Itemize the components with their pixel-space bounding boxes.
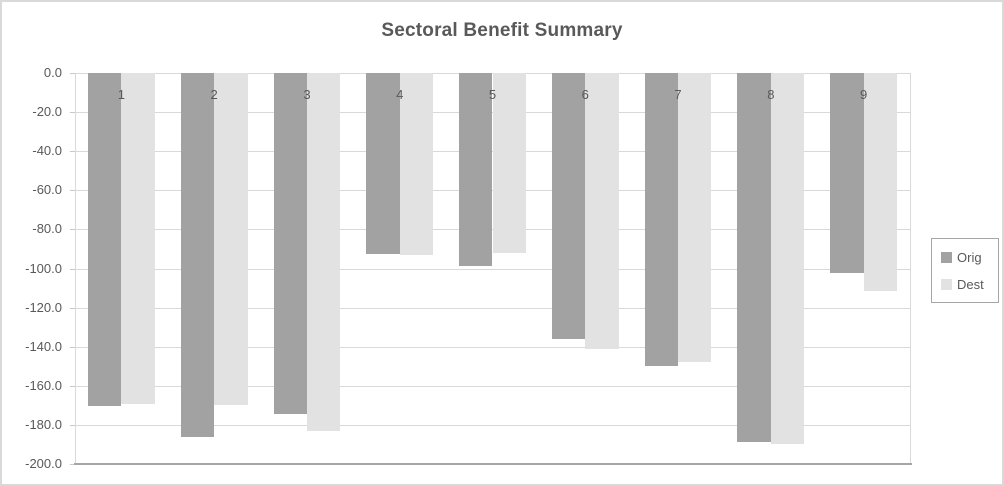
- legend-item-dest: Dest: [941, 277, 998, 292]
- x-category-label: 5: [488, 87, 497, 102]
- bar-dest-cat7: [678, 73, 712, 363]
- gridline: [75, 269, 910, 270]
- bar-dest-cat8: [770, 73, 805, 445]
- gridline: [75, 308, 910, 309]
- y-axis-tick-label: -40.0: [32, 143, 62, 158]
- plot-right-border: [910, 73, 911, 464]
- x-category-label: 7: [674, 87, 682, 102]
- bar-dest-cat2: [214, 73, 248, 406]
- y-axis-tick-label: -160.0: [25, 378, 62, 393]
- x-category-label: 3: [303, 87, 311, 102]
- legend: Orig Dest: [931, 238, 999, 303]
- y-axis-tick-label: -180.0: [25, 417, 62, 432]
- chart-title: Sectoral Benefit Summary: [381, 20, 623, 41]
- bar-dest-cat9: [863, 73, 897, 291]
- bar-orig-cat9: [830, 73, 864, 274]
- legend-label-dest: Dest: [957, 276, 984, 292]
- bar-dest-cat4: [399, 73, 434, 255]
- legend-swatch-dest: [941, 278, 952, 290]
- gridline: [75, 386, 910, 387]
- y-axis-tick-label: -200.0: [25, 456, 62, 471]
- legend-item-orig: Orig: [941, 250, 998, 265]
- bar-dest-cat3: [306, 73, 341, 431]
- y-axis-tick-label: -60.0: [32, 182, 62, 197]
- x-category-label: 6: [581, 87, 589, 102]
- bar-orig-cat3: [273, 73, 307, 415]
- plot-area: 1 2 3 4 5 6 7 8 9: [75, 73, 910, 464]
- y-axis-tick-label: -80.0: [32, 221, 62, 236]
- x-category-label: 1: [117, 87, 125, 102]
- x-axis-line: [74, 463, 912, 465]
- y-axis-tick-label: -100.0: [25, 261, 62, 276]
- legend-swatch-orig: [941, 251, 952, 263]
- y-axis-tick-label: 0.0: [43, 65, 62, 80]
- bar-orig-cat1: [88, 73, 122, 407]
- bar-orig-cat7: [644, 73, 679, 367]
- y-axis-line: [75, 73, 76, 464]
- x-category-label: 4: [396, 87, 404, 102]
- x-category-label: 2: [210, 87, 218, 102]
- bar-orig-cat6: [551, 73, 586, 339]
- bar-dest-cat6: [585, 73, 619, 349]
- legend-label-orig: Orig: [957, 249, 982, 265]
- bar-dest-cat5: [492, 73, 526, 253]
- bar-dest-cat1: [121, 73, 155, 405]
- gridline: [75, 347, 910, 348]
- x-category-label: 8: [767, 87, 775, 102]
- bar-orig-cat5: [459, 73, 493, 266]
- bar-orig-cat8: [737, 73, 771, 442]
- bar-orig-cat2: [180, 73, 215, 437]
- gridline: [75, 425, 910, 426]
- y-axis-tick-label: -20.0: [32, 104, 62, 119]
- y-axis-tick-label: -140.0: [25, 339, 62, 354]
- bar-orig-cat4: [366, 73, 400, 254]
- x-category-label: 9: [859, 87, 868, 102]
- y-axis-tick-label: -120.0: [25, 300, 62, 315]
